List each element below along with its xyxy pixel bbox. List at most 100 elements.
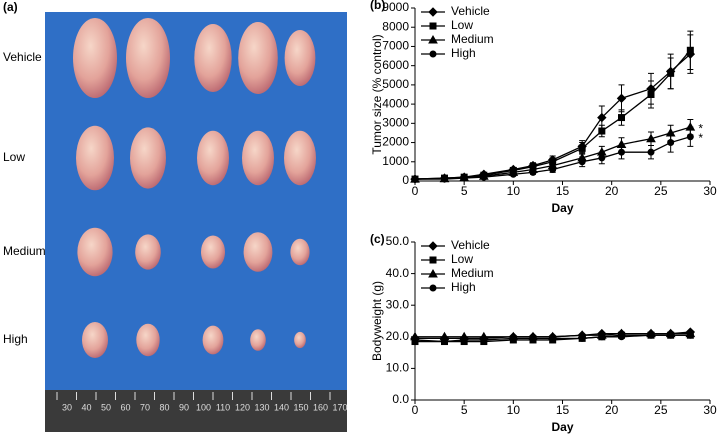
panel-label: (a) (3, 0, 18, 14)
marker (411, 336, 419, 344)
tumor-photo (73, 18, 316, 358)
marker (549, 165, 557, 173)
x-axis-label: Day (551, 420, 573, 434)
ruler-number: 110 (216, 402, 230, 412)
tumor (197, 130, 229, 186)
marker (480, 173, 488, 181)
ruler-number: 90 (179, 402, 189, 412)
tumor (242, 130, 274, 186)
marker (647, 91, 655, 98)
marker (578, 158, 586, 166)
legend-label: Low (451, 252, 473, 266)
marker (509, 334, 517, 342)
y-tick-label: 0.0 (392, 392, 409, 406)
marker (618, 114, 625, 122)
legend-label: Vehicle (451, 238, 490, 252)
marker (646, 133, 656, 143)
marker (597, 112, 607, 123)
ruler-number: 170 (332, 402, 347, 412)
legend-marker (429, 256, 437, 264)
x-tick-label: 0 (412, 184, 419, 198)
marker (460, 174, 468, 182)
ruler-number: 70 (140, 402, 150, 412)
legend-label: Low (451, 18, 473, 32)
legend-label: Medium (451, 32, 494, 46)
x-tick-label: 30 (703, 184, 717, 198)
y-tick-label: 0 (402, 173, 409, 187)
y-tick-label: 8000 (382, 19, 409, 33)
x-tick-label: 15 (556, 403, 570, 417)
y-tick-label: 6000 (382, 58, 409, 72)
x-tick-label: 10 (507, 403, 521, 417)
y-tick-label: 3000 (382, 116, 409, 130)
row-label: High (3, 332, 28, 346)
panel-label: (c) (370, 232, 385, 246)
row-label: Vehicle (3, 50, 42, 64)
marker (686, 46, 694, 54)
marker (598, 127, 606, 135)
tumor (130, 127, 166, 189)
ruler-number: 140 (274, 402, 289, 412)
legend-marker (428, 7, 438, 17)
marker (667, 139, 675, 147)
marker (578, 144, 586, 152)
tumor (136, 323, 160, 357)
tumor (243, 232, 273, 272)
legend-label: Vehicle (451, 4, 490, 18)
tumor (238, 22, 278, 94)
tumor (294, 331, 306, 349)
legend-marker (429, 284, 437, 292)
marker (441, 175, 448, 183)
ruler-number: 80 (159, 402, 169, 412)
annotation: * (698, 121, 703, 135)
y-tick-label: 10.0 (386, 361, 410, 375)
marker (480, 336, 488, 344)
ruler-number: 40 (81, 402, 91, 412)
y-tick-label: 9000 (382, 0, 409, 14)
legend-marker (428, 241, 438, 251)
legend-label: High (451, 46, 476, 60)
tumor (202, 325, 224, 355)
marker (616, 93, 627, 104)
ruler-number: 130 (254, 402, 269, 412)
marker (647, 148, 655, 156)
annotation: * (698, 131, 703, 145)
x-tick-label: 25 (654, 403, 668, 417)
marker (441, 338, 448, 346)
x-tick-label: 0 (412, 403, 419, 417)
marker (411, 175, 419, 183)
marker (578, 334, 586, 342)
x-tick-label: 5 (461, 184, 468, 198)
y-tick-label: 40.0 (386, 266, 410, 280)
marker (647, 331, 655, 339)
panel-label: (b) (370, 0, 385, 12)
y-tick-label: 4000 (382, 96, 409, 110)
tumor (284, 30, 316, 86)
legend-marker (429, 22, 437, 30)
ruler-number: 50 (101, 402, 111, 412)
marker (529, 168, 537, 176)
y-tick-label: 20.0 (386, 329, 410, 343)
tumor (135, 234, 161, 270)
x-tick-label: 15 (556, 184, 570, 198)
y-axis-label: Bodyweight (g) (370, 281, 384, 361)
legend-marker (429, 50, 437, 58)
marker (618, 148, 625, 156)
x-tick-label: 30 (703, 403, 717, 417)
x-axis-label: Day (551, 201, 573, 215)
legend-label: High (451, 280, 476, 294)
legend-label: Medium (451, 266, 494, 280)
marker (667, 69, 675, 77)
tumor (76, 125, 114, 191)
ruler-number: 60 (120, 402, 130, 412)
row-label: Low (3, 150, 25, 164)
x-tick-label: 10 (507, 184, 521, 198)
row-label: Medium (3, 244, 46, 258)
tumor (77, 227, 113, 277)
tumor (284, 130, 316, 186)
x-tick-label: 20 (605, 184, 619, 198)
ruler-number: 100 (196, 402, 211, 412)
x-tick-label: 25 (654, 184, 668, 198)
y-tick-label: 30.0 (386, 297, 410, 311)
y-axis-label: Tumor size (% control) (370, 34, 384, 154)
